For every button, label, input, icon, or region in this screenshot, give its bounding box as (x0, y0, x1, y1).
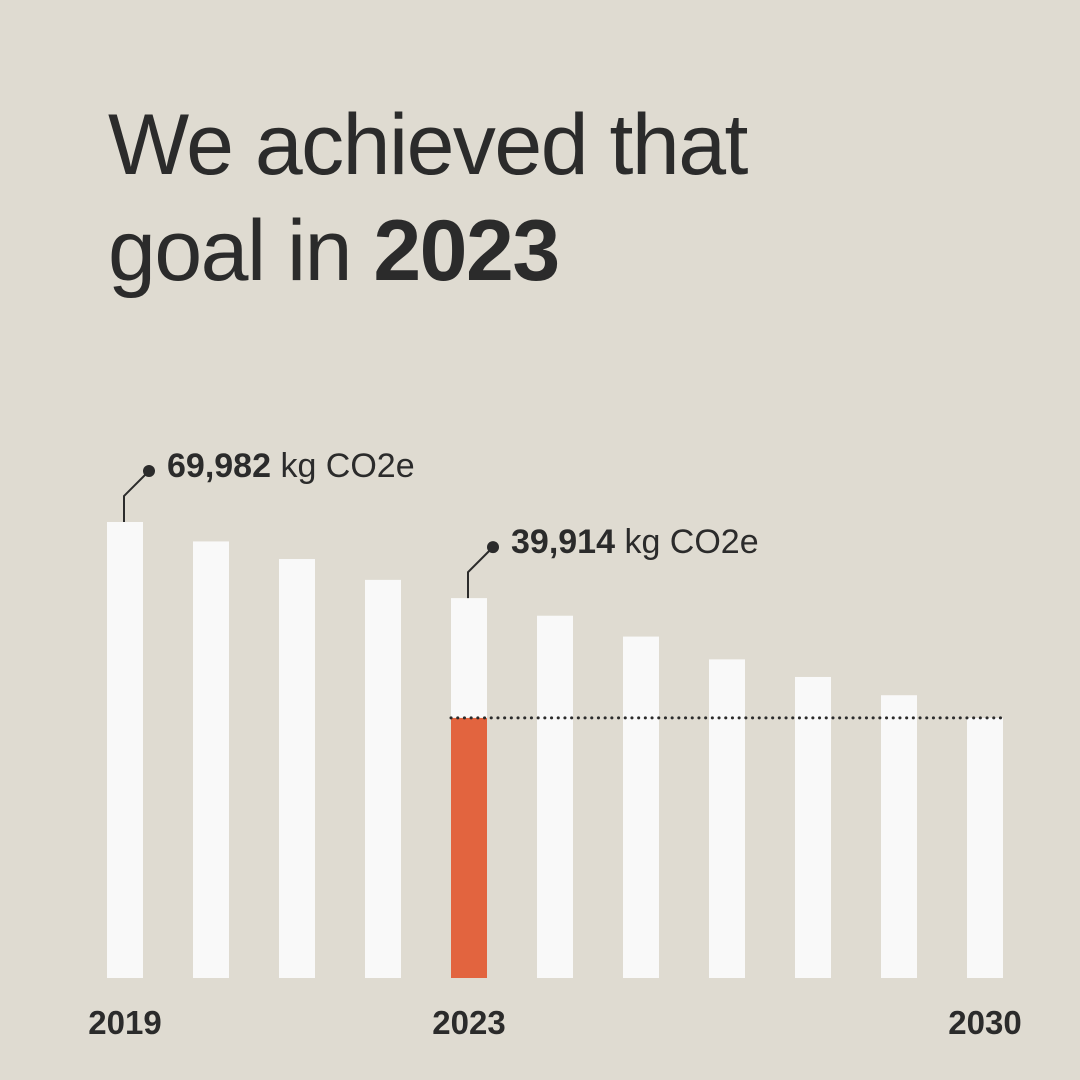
headline-line-2-prefix: goal in (108, 203, 374, 299)
annotation-unit-2019: kg CO2e (280, 447, 414, 485)
bar-2019 (107, 522, 143, 978)
highlight-bar-2023 (451, 717, 487, 978)
annotation-unit-2023: kg CO2e (624, 523, 758, 561)
bar-2028 (881, 695, 917, 978)
annotation-label-2023: 39,914 kg CO2e (511, 523, 759, 561)
headline-emphasis-year: 2023 (373, 203, 560, 299)
annotation-leader-2023 (467, 546, 494, 599)
bar-2026 (709, 659, 745, 978)
bar-2024 (537, 615, 573, 978)
bar-2027 (795, 676, 831, 978)
annotation-label-2019: 69,982 kg CO2e (167, 447, 415, 485)
annotation-value-2019: 69,982 (167, 447, 280, 485)
x-tick-label-2030: 2030 (948, 1004, 1021, 1041)
bar-2022 (365, 579, 401, 978)
headline: We achieved that goal in 2023 (108, 92, 988, 304)
x-tick-label-2023: 2023 (432, 1004, 505, 1041)
annotation-leader-2019 (123, 470, 150, 522)
bar-2021 (279, 559, 315, 978)
bar-2020 (193, 541, 229, 978)
headline-line-2: goal in 2023 (108, 198, 988, 304)
annotation-value-2023: 39,914 (511, 523, 624, 561)
headline-line-1: We achieved that (108, 97, 748, 193)
bar-2030 (967, 717, 1003, 978)
x-tick-label-2019: 2019 (88, 1004, 161, 1041)
bar-2025 (623, 636, 659, 978)
annotation-dot-2023 (487, 541, 499, 554)
annotation-dot-2019 (143, 465, 155, 477)
